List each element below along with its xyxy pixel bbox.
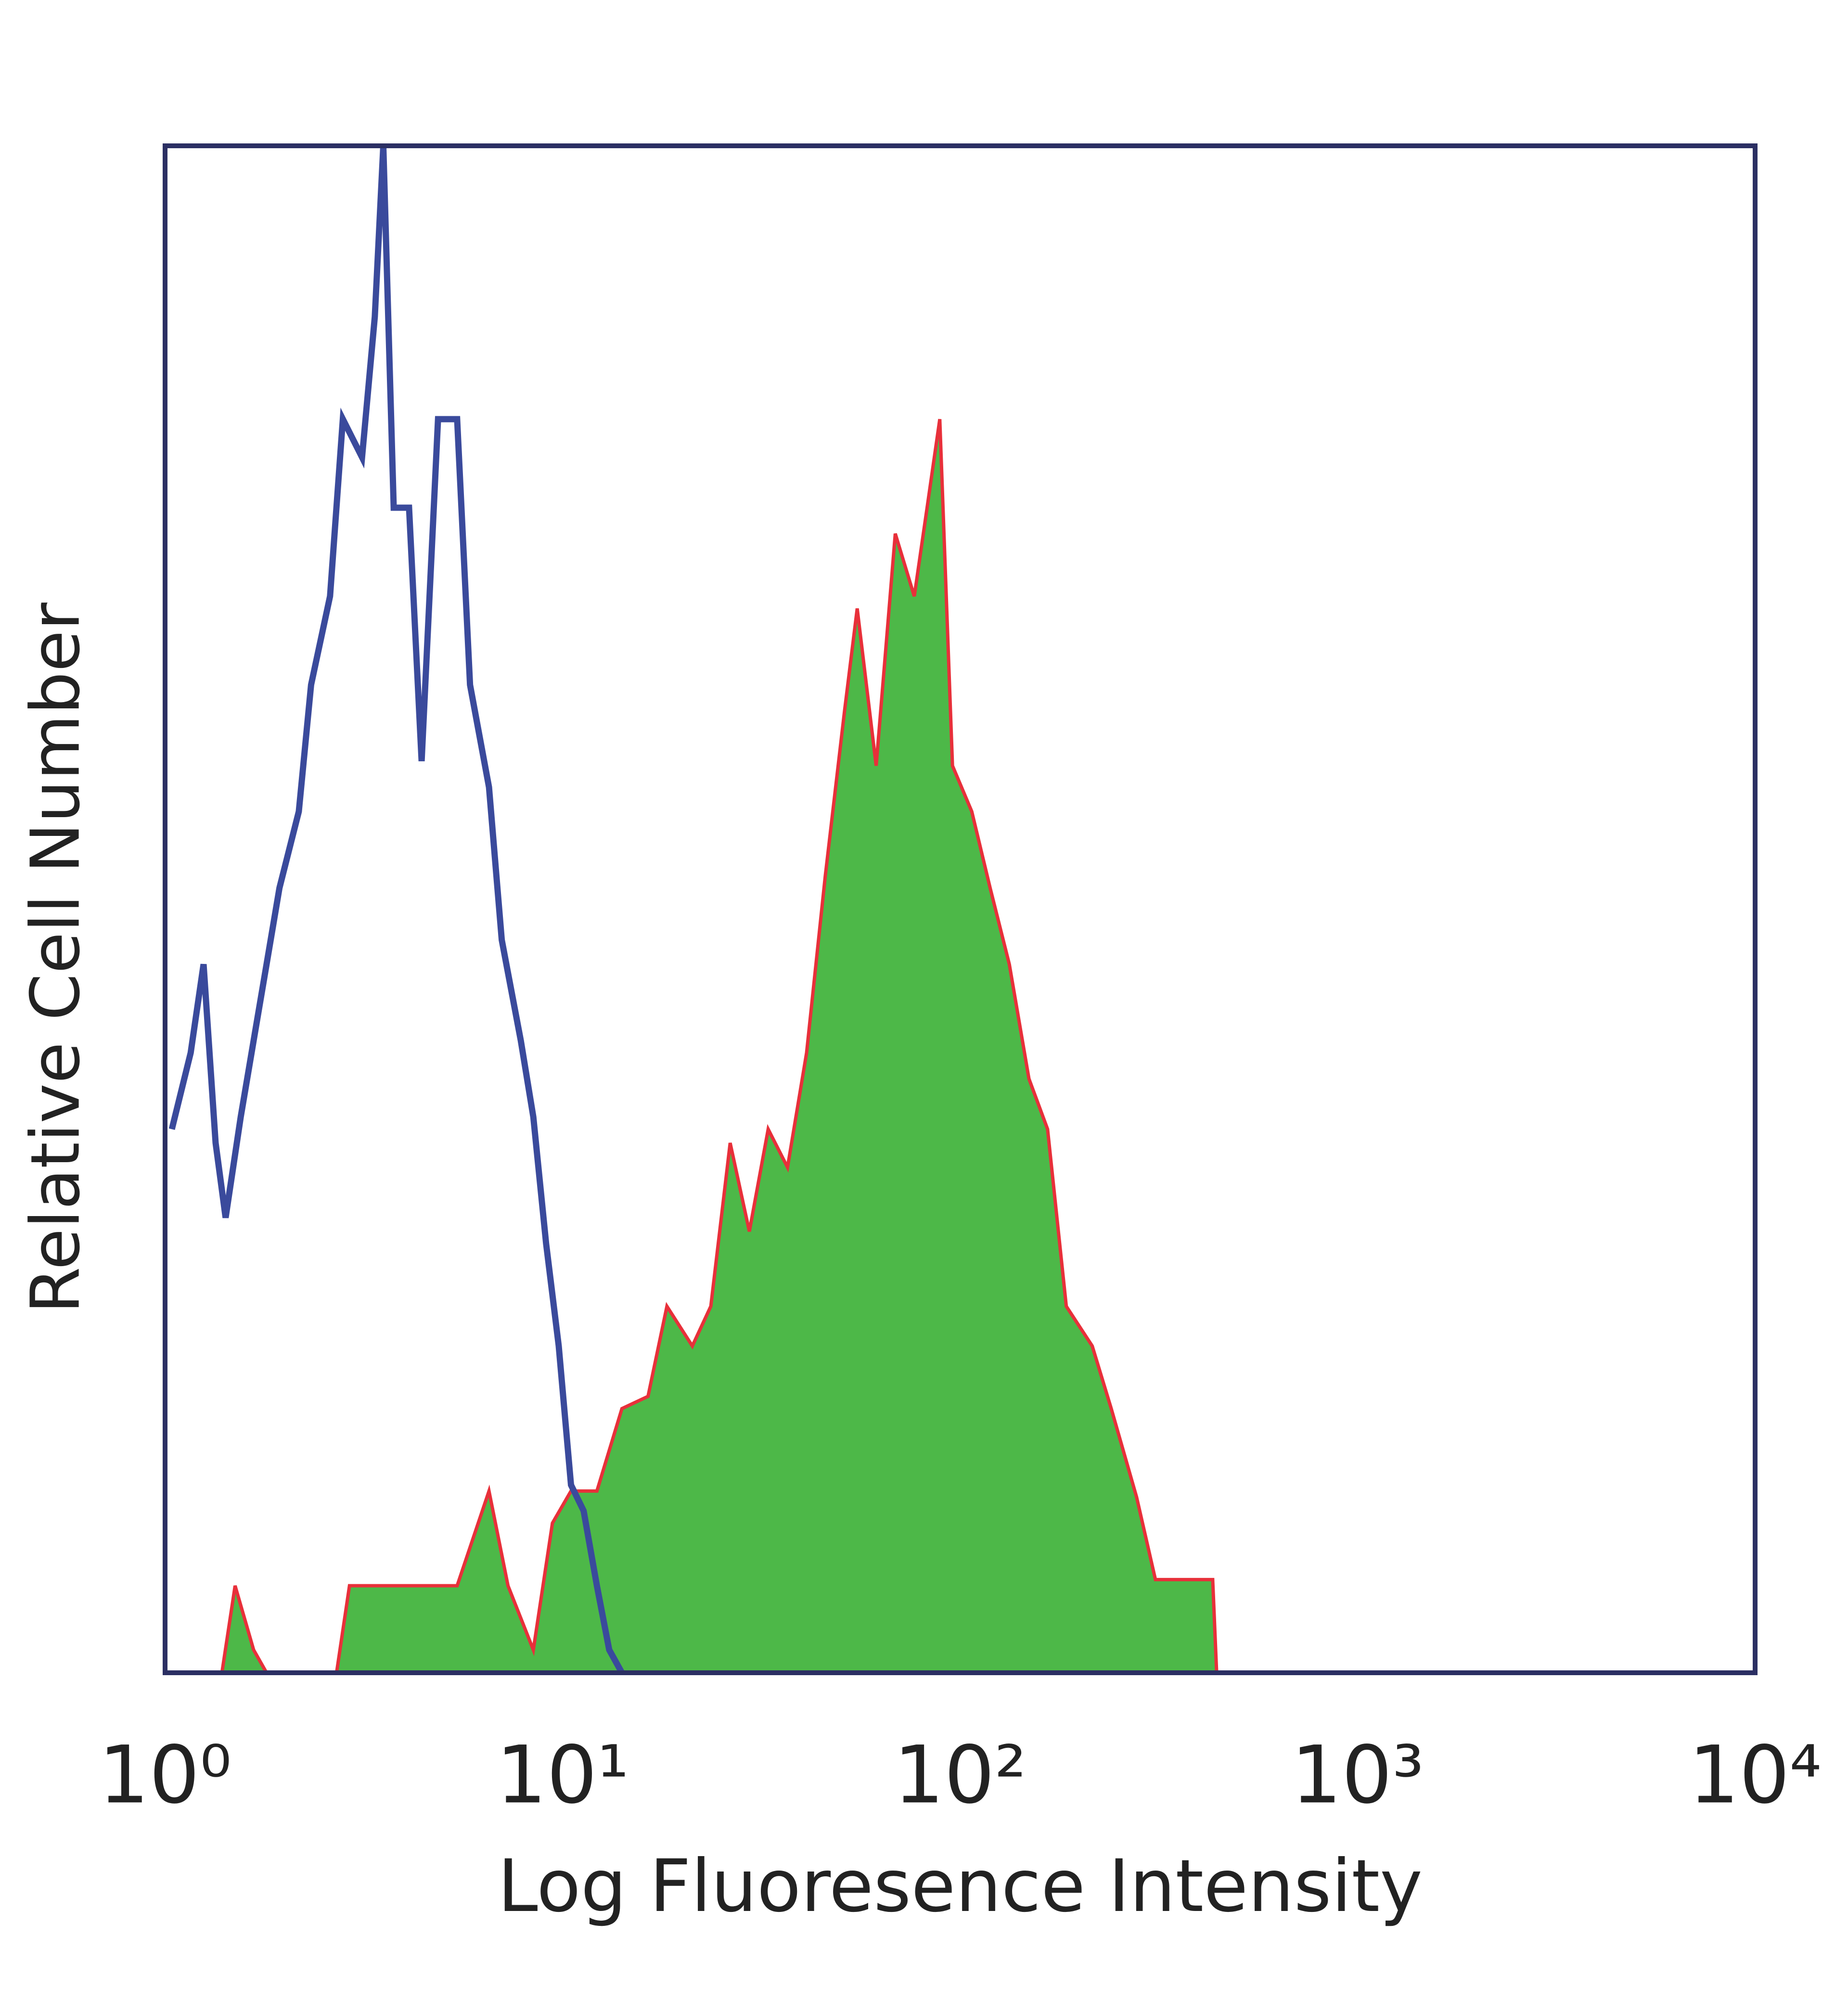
x-tick-label: 10¹ [496,1729,629,1821]
x-tick-label: 10⁰ [99,1729,231,1821]
x-tick-label: 10⁴ [1689,1729,1822,1821]
x-tick-label: 10² [894,1729,1027,1821]
y-axis-label: Relative Cell Number [17,603,95,1314]
x-axis-label: Log Fluoresence Intensity [498,1845,1423,1928]
plot-frame [163,143,1758,1675]
x-tick-label: 10³ [1291,1729,1424,1821]
histogram-line [168,145,625,1675]
histogram-area [165,419,1219,1675]
